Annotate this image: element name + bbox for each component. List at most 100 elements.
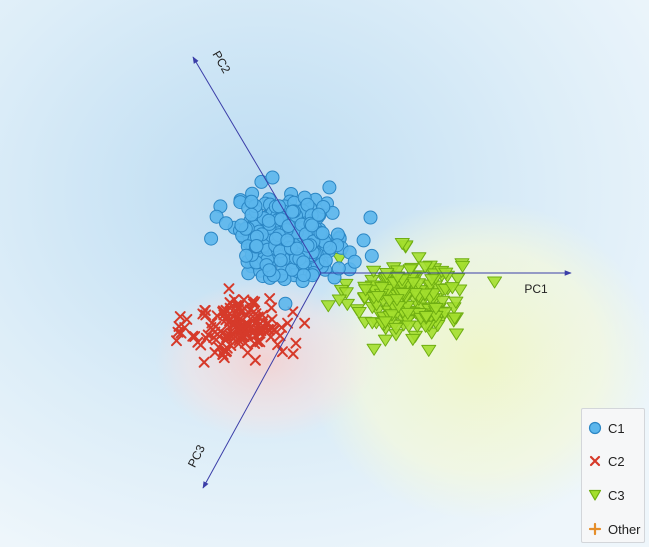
c3-point — [487, 276, 503, 289]
c2-point — [225, 339, 237, 351]
axis-label-pc1: PC1 — [524, 282, 548, 296]
c1-point — [204, 231, 219, 246]
c3-point — [447, 312, 463, 325]
c3-point — [450, 273, 466, 286]
c2-point — [254, 336, 266, 348]
legend-item-c2[interactable]: C2 — [588, 451, 625, 471]
c3-point — [417, 288, 433, 301]
c3-point — [395, 288, 411, 301]
c3-point — [374, 282, 390, 295]
c3-point — [444, 282, 460, 295]
c1-point — [271, 199, 286, 214]
c3-point — [401, 320, 417, 333]
c2-point — [247, 298, 259, 310]
c3-point — [402, 264, 418, 277]
c1-point — [219, 216, 233, 231]
c3-point — [366, 265, 382, 278]
c3-point — [320, 300, 336, 313]
c1-point — [249, 239, 264, 253]
c1-point — [239, 248, 254, 263]
c2-point — [174, 311, 186, 323]
c2-point — [241, 320, 253, 332]
c3-point — [434, 295, 450, 308]
c1-point — [262, 263, 277, 278]
c3-point — [417, 261, 433, 274]
c2-point — [179, 322, 191, 334]
c3-point — [421, 344, 437, 357]
c3-point — [407, 288, 423, 301]
legend-item-other[interactable]: Other — [588, 519, 641, 539]
legend-item-c1[interactable]: C1 — [588, 418, 625, 438]
c3-point — [331, 294, 347, 307]
c2-point — [211, 328, 223, 340]
triangle-down-marker-icon — [588, 489, 602, 501]
legend-label-c2: C2 — [608, 453, 625, 469]
c3-point — [377, 316, 393, 329]
c2-point — [217, 349, 229, 361]
c2-point — [202, 329, 214, 341]
c3-point — [389, 294, 405, 307]
c1-point — [315, 226, 330, 241]
c3-point — [379, 267, 395, 280]
c1-point — [244, 194, 259, 209]
c2-point — [224, 297, 236, 309]
c3-point — [418, 310, 434, 323]
c1-point — [285, 204, 300, 219]
legend-item-c3[interactable]: C3 — [588, 485, 625, 505]
c2-point — [257, 315, 269, 327]
c3-point — [411, 252, 427, 265]
c3-point — [438, 267, 454, 280]
c1-point — [322, 180, 337, 195]
c2-point — [276, 321, 288, 333]
x-marker-icon — [589, 455, 601, 467]
c2-point — [264, 293, 276, 305]
legend-label-c1: C1 — [608, 420, 625, 436]
c1-point — [347, 254, 362, 269]
c3-point — [405, 333, 421, 346]
c1-point — [234, 218, 249, 233]
c1-point — [356, 233, 371, 248]
plus-marker-icon — [588, 522, 602, 536]
c1-point — [244, 207, 259, 222]
c3-point — [405, 277, 421, 290]
c1-point — [296, 255, 311, 270]
c3-point — [364, 317, 380, 330]
legend: C1 C2 C3 Other — [581, 408, 645, 543]
c3-point — [339, 298, 355, 311]
c3-point — [428, 302, 444, 315]
c2-point — [290, 337, 302, 349]
c2-point — [222, 310, 234, 322]
axis-pc3 — [202, 272, 322, 489]
c2-point — [198, 356, 210, 368]
c2-point — [175, 327, 187, 339]
c1-point — [290, 241, 304, 256]
c1-point — [296, 268, 311, 283]
c3-point — [394, 237, 410, 250]
c2-point — [240, 329, 252, 341]
c3-point — [448, 328, 464, 341]
c1-point — [280, 233, 295, 248]
c3-point — [366, 343, 382, 356]
c1-point — [278, 296, 293, 311]
c1-point — [273, 253, 288, 268]
c1-point — [261, 213, 276, 228]
c1-point — [364, 248, 379, 263]
c3-point — [358, 284, 374, 297]
c1-point — [363, 210, 378, 225]
c2-point — [235, 307, 247, 319]
c3-point — [377, 334, 393, 347]
c2-point — [221, 319, 233, 331]
c3-point — [338, 287, 354, 300]
c1-point — [331, 261, 346, 276]
c1-point — [311, 207, 326, 222]
series-c1 — [204, 170, 379, 311]
axes-layer — [192, 56, 572, 489]
c2-point — [223, 283, 235, 295]
c2-point — [252, 336, 264, 348]
c3-point — [390, 271, 406, 284]
legend-label-other: Other — [608, 521, 641, 537]
axis-pc2 — [192, 56, 322, 274]
c2-point — [265, 331, 277, 343]
c2-point — [299, 317, 311, 329]
